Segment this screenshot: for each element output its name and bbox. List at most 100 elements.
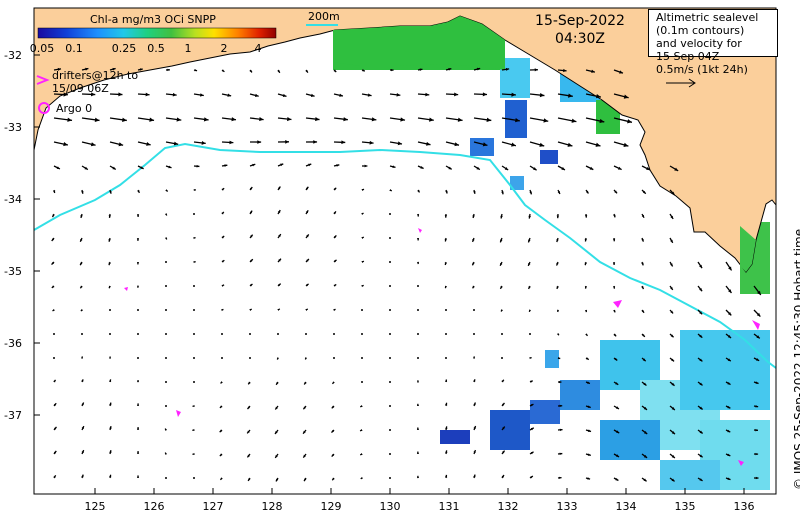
- velocity-dot: [165, 381, 167, 383]
- velocity-arrow-head: [331, 405, 335, 409]
- velocity-arrow-head: [112, 166, 116, 170]
- velocity-arrow-head: [588, 429, 592, 432]
- velocity-arrow-head: [80, 215, 83, 218]
- velocity-arrow-head: [310, 93, 315, 97]
- velocity-dot: [445, 333, 447, 335]
- velocity-arrow-head: [482, 92, 488, 97]
- velocity-arrow-head: [416, 427, 420, 430]
- velocity-arrow-head: [587, 405, 591, 408]
- velocity-arrow-head: [333, 309, 336, 312]
- coastal-chlorophyll-east: [740, 226, 756, 272]
- velocity-arrow-head: [556, 262, 559, 266]
- velocity-arrow-head: [81, 450, 84, 454]
- colorbar-title: Chl-a mg/m3 OCi SNPP: [90, 13, 216, 26]
- velocity-arrow-head: [619, 70, 623, 74]
- velocity-arrow-head: [670, 310, 674, 314]
- velocity-arrow-head: [643, 406, 648, 410]
- argo-legend: Argo 0: [56, 102, 92, 115]
- velocity-arrow-head: [539, 142, 545, 147]
- velocity-arrow-head: [392, 165, 396, 168]
- velocity-dot: [389, 477, 391, 479]
- velocity-arrow-head: [511, 142, 516, 147]
- velocity-arrow-head: [534, 68, 538, 72]
- velocity-arrow-head: [556, 332, 559, 336]
- velocity-arrow-head: [599, 118, 605, 124]
- velocity-dot: [473, 309, 475, 311]
- velocity-arrow-head: [670, 263, 673, 267]
- drifter-marker: [738, 460, 744, 466]
- velocity-dot: [193, 381, 195, 383]
- velocity-arrow-head: [136, 475, 140, 478]
- velocity-arrow-head: [219, 405, 223, 408]
- velocity-arrow-head: [108, 215, 112, 218]
- velocity-arrow-head: [360, 453, 363, 455]
- velocity-arrow-head: [567, 142, 573, 147]
- drifter-marker: [418, 228, 422, 233]
- velocity-dot: [501, 333, 503, 335]
- velocity-arrow-head: [568, 93, 573, 98]
- velocity-dot: [53, 333, 55, 335]
- drifter-marker: [176, 410, 181, 417]
- velocity-arrow-head: [112, 67, 116, 71]
- lat-label: -37: [4, 409, 22, 422]
- velocity-arrow-head: [584, 238, 587, 242]
- velocity-arrow-head: [397, 141, 403, 146]
- velocity-arrow-head: [257, 140, 262, 144]
- velocity-arrow-head: [486, 117, 492, 122]
- velocity-arrow-head: [118, 92, 123, 97]
- velocity-arrow-head: [51, 285, 55, 288]
- velocity-arrow-head: [500, 215, 503, 219]
- velocity-arrow-head: [616, 430, 620, 434]
- velocity-arrow-head: [56, 166, 60, 169]
- velocity-arrow-head: [81, 402, 84, 406]
- velocity-arrows: [51, 67, 762, 482]
- lon-label: 133: [557, 500, 578, 513]
- velocity-arrow-head: [558, 476, 562, 480]
- velocity-dot: [193, 309, 195, 311]
- velocity-arrow-head: [529, 309, 532, 312]
- credit-label: © IMOS 25-Sep-2022 12:45:30 Hobart time: [792, 228, 800, 490]
- velocity-arrow-head: [556, 309, 560, 313]
- velocity-arrow-head: [454, 142, 459, 147]
- velocity-dot: [389, 357, 391, 359]
- lon-label: 127: [203, 500, 224, 513]
- velocity-arrow-head: [165, 452, 168, 455]
- velocity-arrow-head: [533, 167, 537, 171]
- velocity-arrow-head: [90, 142, 96, 147]
- velocity-arrow-head: [109, 474, 112, 478]
- velocity-arrow-head: [361, 189, 365, 192]
- velocity-arrow-head: [563, 68, 567, 73]
- velocity-dot: [221, 333, 223, 335]
- velocity-arrow-head: [52, 214, 55, 218]
- velocity-arrow-head: [137, 190, 140, 193]
- velocity-arrow-head: [482, 142, 488, 147]
- velocity-arrow-head: [221, 188, 225, 191]
- velocity-arrow-head: [333, 259, 337, 263]
- velocity-arrow-head: [417, 189, 420, 193]
- velocity-arrow-head: [445, 190, 448, 194]
- velocity-arrow-head: [559, 428, 563, 432]
- velocity-arrow-head: [699, 287, 703, 292]
- velocity-arrow-head: [445, 402, 448, 406]
- velocity-arrow-head: [727, 335, 732, 339]
- velocity-arrow-head: [220, 381, 223, 384]
- velocity-arrow-head: [136, 262, 140, 265]
- velocity-arrow-head: [249, 187, 253, 190]
- velocity-arrow-head: [561, 166, 565, 170]
- velocity-arrow-head: [473, 379, 476, 382]
- velocity-arrow-head: [305, 357, 308, 360]
- velocity-arrow-head: [85, 67, 89, 71]
- velocity-arrow-head: [641, 262, 644, 266]
- velocity-arrow-head: [528, 215, 531, 219]
- velocity-arrow-head: [63, 141, 68, 147]
- drifter-marker: [613, 300, 622, 308]
- colorbar: Chl-a mg/m3 OCi SNPP 0.05 0.1 0.25 0.5 1…: [30, 13, 277, 55]
- velocity-arrow-head: [670, 239, 673, 243]
- velocity-arrow-head: [473, 474, 476, 478]
- velocity-arrow-head: [229, 140, 234, 145]
- lat-axis: -32 -33 -34 -35 -36 -37: [4, 49, 40, 422]
- velocity-arrow-head: [501, 475, 504, 478]
- velocity-arrow-head: [699, 334, 703, 338]
- velocity-arrow-head: [275, 478, 279, 482]
